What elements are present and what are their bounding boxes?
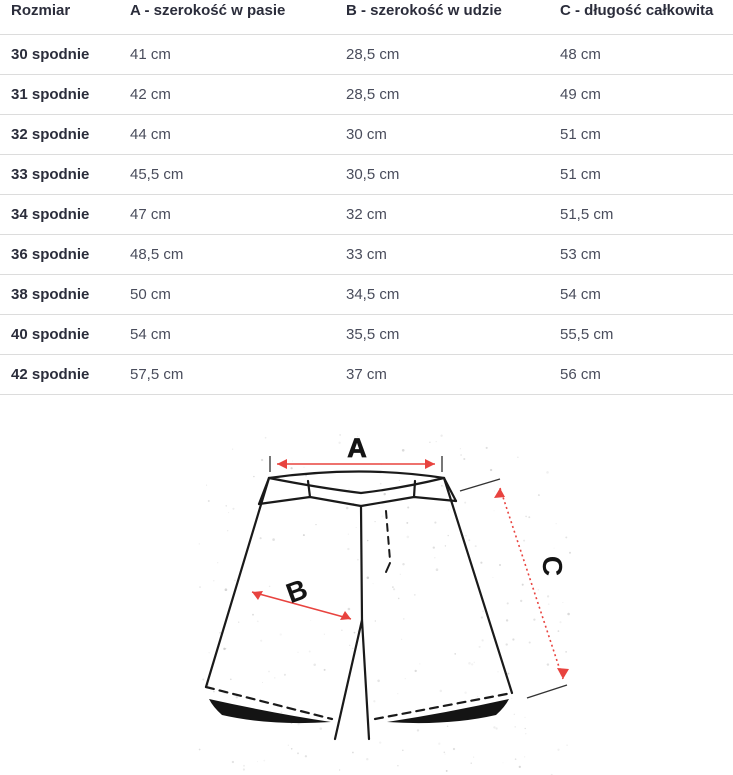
- svg-text:C: C: [537, 556, 568, 576]
- svg-text:B: B: [282, 573, 312, 609]
- svg-text:A: A: [347, 433, 367, 463]
